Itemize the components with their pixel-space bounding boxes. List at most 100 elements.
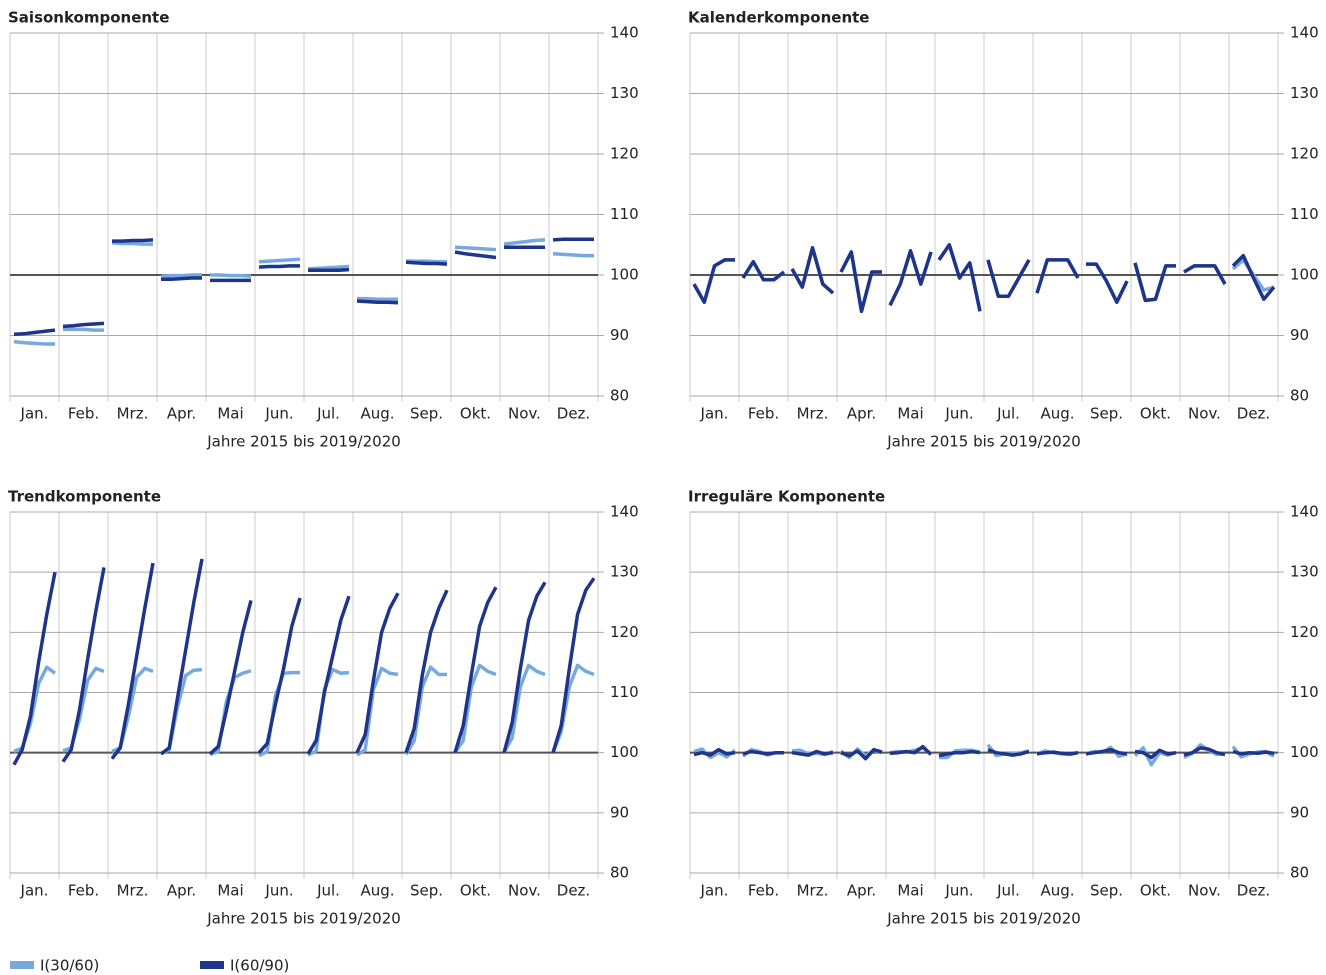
series-line (693, 747, 736, 757)
x-tick-label: Aug. (1040, 882, 1074, 900)
series-line (1183, 746, 1226, 757)
x-tick-label: Sep. (410, 405, 443, 423)
x-tick-label: Jun. (264, 405, 293, 423)
series-line (453, 663, 497, 754)
x-tick-label: Apr. (847, 405, 876, 423)
series-line (63, 327, 104, 332)
y-tick-label: 120 (1290, 145, 1319, 163)
legend-label: I(60/90) (230, 957, 289, 975)
x-tick-label: Feb. (748, 882, 779, 900)
series-line (208, 599, 253, 756)
x-tick-label: Mrz. (797, 882, 829, 900)
series-line (1133, 746, 1177, 767)
series-line (791, 749, 834, 757)
series-line (1133, 262, 1176, 303)
y-tick-label: 140 (610, 24, 639, 42)
y-tick-label: 90 (610, 326, 629, 344)
series-line (356, 299, 399, 305)
x-axis-label: Jahre 2015 bis 2019/2020 (206, 910, 401, 928)
series-line (454, 245, 497, 252)
series-line (404, 665, 447, 756)
y-tick-label: 100 (1290, 266, 1319, 284)
x-tick-label: Jul. (996, 405, 1020, 423)
series-line (1035, 258, 1080, 294)
series-line (356, 666, 399, 757)
x-tick-label: Nov. (1188, 405, 1221, 423)
y-tick-label: 120 (610, 623, 639, 641)
y-tick-label: 100 (1290, 743, 1319, 761)
series-line (502, 663, 546, 754)
y-tick-label: 80 (610, 387, 629, 405)
series-line (355, 592, 400, 754)
y-tick-label: 90 (1290, 326, 1309, 344)
series-line (986, 259, 1031, 298)
x-tick-label: Mrz. (797, 405, 829, 423)
chart-title: Irreguläre Komponente (688, 488, 885, 506)
y-tick-label: 80 (610, 864, 629, 882)
series-line (790, 246, 835, 295)
series-line (160, 273, 202, 278)
series-line (693, 747, 737, 760)
y-tick-label: 110 (1290, 205, 1319, 223)
series-line (258, 257, 301, 264)
series-line (453, 586, 498, 754)
series-line (888, 249, 933, 307)
x-tick-label: Apr. (167, 405, 196, 423)
x-tick-label: Jan. (700, 882, 729, 900)
series-line (840, 747, 883, 761)
x-tick-label: Jan. (20, 882, 49, 900)
x-tick-label: Okt. (1140, 405, 1171, 423)
y-tick-label: 110 (610, 205, 639, 223)
series-line (692, 258, 735, 304)
series-line (12, 571, 57, 766)
y-tick-label: 80 (1290, 864, 1309, 882)
y-tick-label: 140 (1290, 24, 1319, 42)
y-tick-label: 100 (610, 266, 639, 284)
series-line (159, 558, 204, 756)
series-line (1183, 743, 1226, 760)
y-tick-label: 110 (1290, 683, 1319, 701)
y-tick-label: 130 (610, 563, 639, 581)
series-line (13, 328, 56, 337)
legend-swatch (10, 961, 34, 969)
x-tick-label: Dez. (1237, 405, 1270, 423)
chart-title: Kalenderkomponente (688, 9, 869, 27)
series-line (13, 339, 55, 346)
series-line (742, 749, 784, 756)
series-line (552, 252, 594, 258)
x-tick-label: Okt. (460, 405, 491, 423)
series-line (1036, 750, 1079, 756)
x-axis-label: Jahre 2015 bis 2019/2020 (886, 910, 1081, 928)
series-line (308, 267, 350, 272)
y-tick-label: 90 (1290, 803, 1309, 821)
x-tick-label: Mrz. (117, 882, 149, 900)
series-line (111, 241, 153, 246)
y-tick-label: 120 (610, 145, 639, 163)
x-tick-label: Aug. (360, 882, 394, 900)
x-tick-label: Jul. (316, 882, 340, 900)
series-line (502, 581, 547, 754)
x-axis-label: Jahre 2015 bis 2019/2020 (206, 433, 401, 451)
x-tick-label: Okt. (1140, 882, 1171, 900)
x-tick-label: Okt. (460, 882, 491, 900)
series-line (357, 296, 398, 301)
series-line (110, 562, 155, 760)
series-line (62, 321, 105, 329)
chart-title: Saisonkomponente (8, 9, 169, 27)
x-tick-label: Sep. (410, 882, 443, 900)
series-line (503, 238, 546, 246)
series-line (938, 749, 981, 758)
series-line (552, 237, 594, 242)
x-tick-label: Mrz. (117, 405, 149, 423)
x-tick-label: Jun. (944, 405, 973, 423)
x-tick-label: Jan. (700, 405, 729, 423)
series-line (987, 748, 1030, 757)
series-line (405, 260, 448, 266)
x-tick-label: Sep. (1090, 882, 1123, 900)
x-tick-label: Dez. (1237, 882, 1270, 900)
series-line (1086, 262, 1129, 304)
x-tick-label: Apr. (167, 882, 196, 900)
series-line (1231, 253, 1276, 301)
y-tick-label: 140 (1290, 503, 1319, 521)
